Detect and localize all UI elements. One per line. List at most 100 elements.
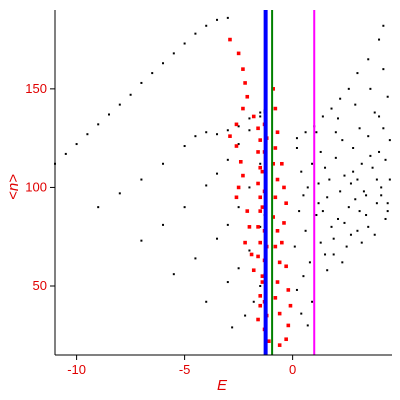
black-point	[302, 194, 305, 197]
black-point	[172, 52, 175, 55]
black-point	[231, 326, 234, 329]
black-point	[388, 178, 391, 181]
black-point	[248, 186, 251, 189]
black-point	[118, 103, 121, 106]
black-point	[226, 158, 229, 161]
red-point	[260, 205, 265, 209]
red-point	[284, 337, 288, 342]
black-point	[302, 275, 305, 278]
black-point	[216, 133, 219, 136]
black-point	[349, 182, 352, 185]
y-tick-label: 150	[25, 81, 47, 96]
black-point	[64, 152, 67, 155]
black-point	[378, 150, 381, 153]
black-point	[356, 72, 359, 75]
black-point	[360, 162, 363, 165]
black-point	[216, 18, 219, 21]
red-point	[256, 150, 260, 154]
plot-area	[54, 16, 391, 347]
black-point	[304, 229, 307, 232]
black-point	[162, 162, 165, 165]
black-point	[365, 214, 368, 217]
black-point	[371, 166, 374, 169]
red-point	[277, 311, 282, 316]
red-point	[258, 209, 263, 213]
red-point	[280, 240, 284, 245]
black-point	[129, 93, 132, 96]
black-point	[358, 127, 361, 130]
black-point	[205, 184, 208, 187]
black-point	[97, 206, 100, 209]
red-point	[282, 221, 286, 225]
x-tick-label: -5	[179, 362, 191, 377]
black-point	[97, 123, 100, 126]
black-point	[360, 241, 363, 244]
black-point	[321, 115, 324, 118]
black-point	[324, 166, 327, 169]
black-point	[367, 225, 370, 228]
black-point	[354, 103, 357, 106]
black-point	[86, 133, 89, 136]
x-tick-label: -10	[67, 362, 86, 377]
black-point	[226, 129, 229, 132]
black-point	[378, 115, 381, 118]
red-point	[258, 138, 263, 142]
black-point	[356, 229, 359, 232]
red-point	[273, 146, 278, 150]
black-point	[319, 241, 322, 244]
black-point	[226, 223, 229, 226]
black-point	[244, 314, 247, 317]
black-point	[347, 206, 350, 209]
black-point	[367, 58, 370, 61]
red-point	[273, 296, 278, 300]
black-point	[326, 196, 329, 199]
black-point	[384, 158, 387, 161]
black-point	[183, 206, 186, 209]
black-point	[326, 269, 329, 272]
black-point	[259, 225, 262, 228]
black-point	[365, 194, 368, 197]
black-point	[369, 87, 372, 90]
black-point	[140, 178, 143, 181]
black-point	[375, 202, 378, 205]
red-point	[286, 288, 291, 292]
black-point	[172, 273, 175, 276]
black-point	[237, 267, 240, 270]
black-point	[317, 182, 320, 185]
red-point	[275, 280, 280, 284]
black-point	[386, 202, 389, 205]
red-point	[258, 303, 263, 308]
black-point	[369, 154, 372, 157]
black-point	[315, 214, 318, 217]
black-point	[226, 281, 229, 284]
black-point	[319, 150, 322, 153]
y-tick-label: 100	[25, 179, 47, 194]
black-point	[237, 125, 240, 128]
black-point	[339, 97, 342, 100]
black-point	[205, 300, 208, 303]
red-point	[258, 165, 263, 170]
black-point	[162, 223, 165, 226]
red-point	[256, 254, 260, 259]
red-point	[256, 181, 260, 186]
black-point	[334, 131, 337, 134]
red-point	[234, 195, 239, 200]
red-point	[234, 144, 239, 148]
red-point	[241, 173, 245, 178]
black-point	[151, 72, 154, 75]
black-point	[317, 202, 320, 205]
black-point	[216, 237, 219, 240]
black-point	[300, 170, 303, 173]
black-point	[194, 257, 197, 260]
black-point	[194, 32, 197, 35]
red-point	[241, 67, 245, 71]
red-point	[275, 177, 280, 182]
black-point	[356, 178, 359, 181]
black-point	[304, 131, 307, 134]
black-point	[162, 62, 165, 65]
red-point	[228, 37, 232, 42]
vertical-lines	[263, 10, 316, 355]
black-point	[336, 217, 339, 220]
black-point	[259, 115, 262, 118]
